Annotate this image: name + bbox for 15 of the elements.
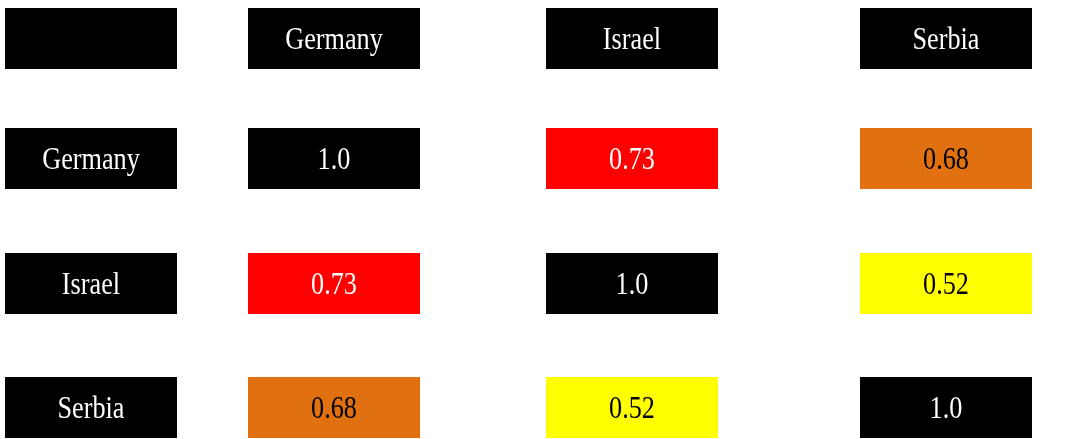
data-label: 0.52 xyxy=(609,390,655,425)
y-tick-label: Israel xyxy=(61,266,121,301)
data-label: 0.68 xyxy=(311,390,357,425)
data-label: 1.0 xyxy=(929,390,963,425)
data-label: 1.0 xyxy=(317,141,351,176)
x-tick-label: Germany xyxy=(285,21,384,56)
x-tick-label: Serbia xyxy=(912,21,980,56)
data-label: 0.68 xyxy=(923,141,969,176)
data-label: 0.52 xyxy=(923,266,969,301)
y-tick-label: Serbia xyxy=(57,390,125,425)
data-label: 0.73 xyxy=(311,266,357,301)
data-label: 1.0 xyxy=(615,266,649,301)
y-tick-label: Germany xyxy=(42,141,141,176)
data-label: 0.73 xyxy=(609,141,655,176)
x-tick-label: Israel xyxy=(602,21,662,56)
